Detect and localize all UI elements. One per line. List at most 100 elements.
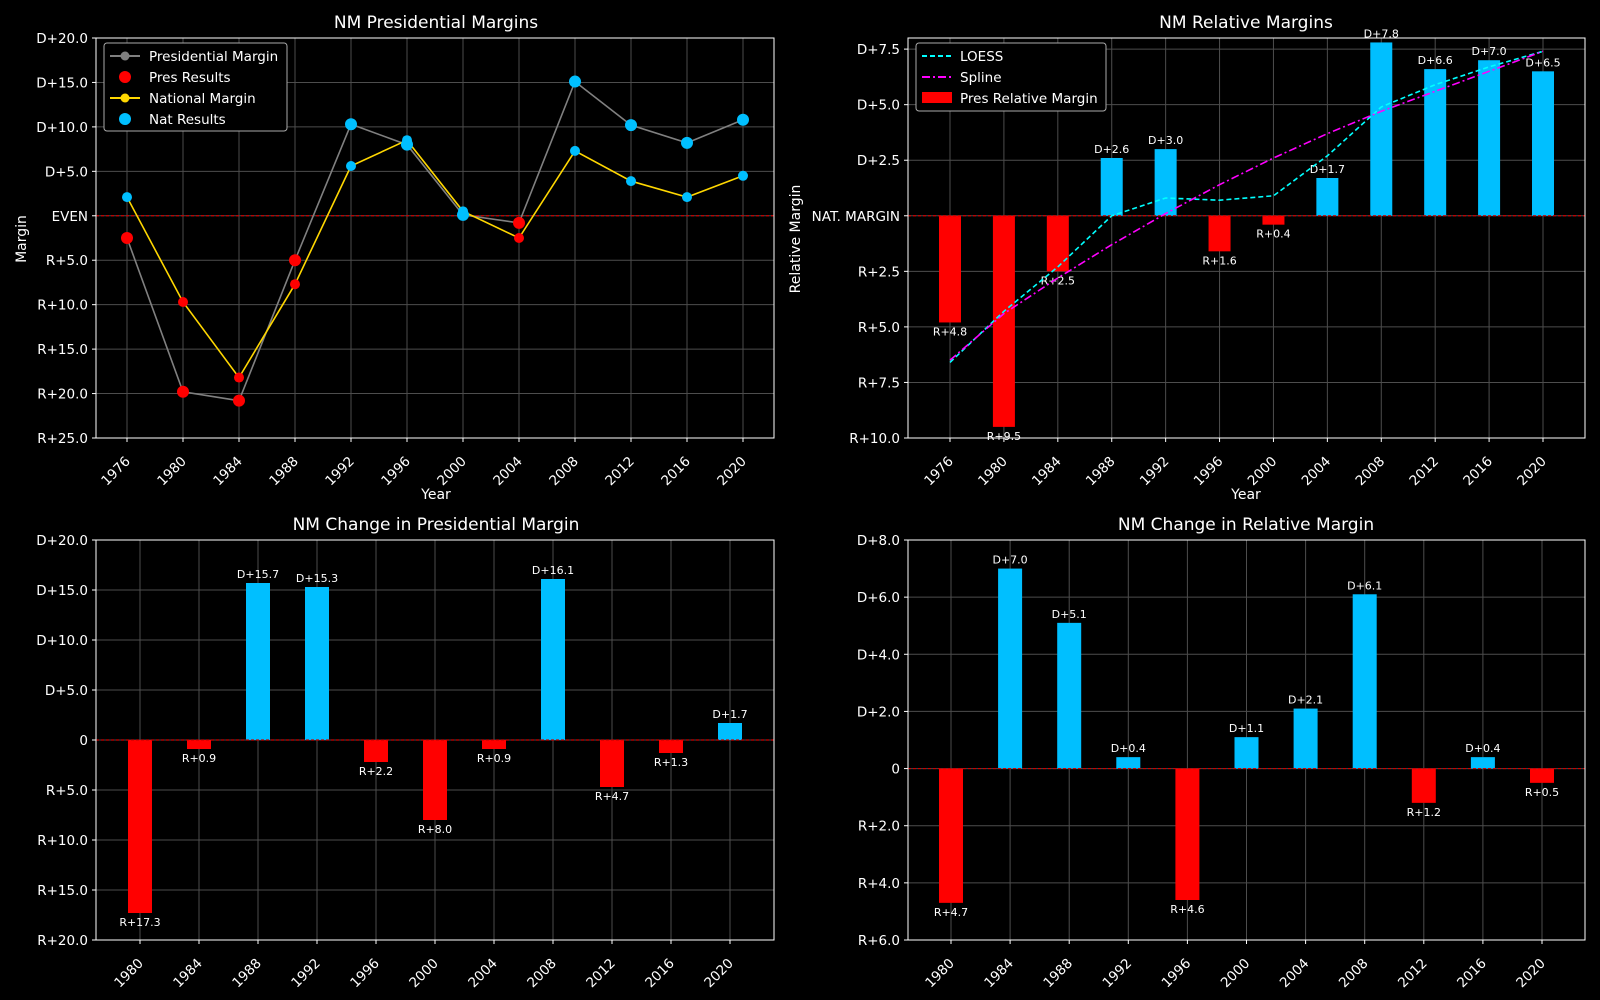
- bar: [1470, 757, 1495, 769]
- plot-frame: [95, 539, 775, 941]
- y-tick-label: R+2.0: [858, 819, 900, 835]
- legend-label: Pres Results: [149, 70, 231, 86]
- bar: [1530, 768, 1554, 783]
- nat-result-point: [738, 170, 748, 181]
- data-label: D+7.8: [1364, 27, 1399, 40]
- bar: [1175, 768, 1200, 900]
- data-label: D+7.0: [993, 554, 1028, 567]
- bar: [1424, 69, 1447, 216]
- bar: [1046, 215, 1069, 272]
- pres-result-point: [177, 385, 189, 398]
- y-tick-label: EVEN: [52, 209, 88, 225]
- y-tick-label: R+10.0: [37, 298, 88, 314]
- nat-result-point: [682, 192, 692, 203]
- bar: [1234, 737, 1259, 769]
- bar: [305, 587, 329, 740]
- data-label: D+1.7: [1310, 163, 1345, 176]
- y-tick-label: D+10.0: [36, 633, 88, 649]
- data-label: D+2.6: [1094, 143, 1129, 156]
- y-tick-label: D+20.0: [36, 31, 88, 47]
- legend-box: [103, 42, 288, 132]
- data-label: R+4.7: [595, 790, 629, 803]
- data-label: D+6.1: [1347, 579, 1382, 592]
- data-label: R+0.9: [182, 752, 216, 765]
- y-tick-label: D+6.0: [857, 590, 900, 606]
- nat-result-point: [178, 297, 188, 307]
- nat-result-point: [346, 161, 356, 171]
- bar: [364, 740, 388, 762]
- legend-marker-nat-margin: [120, 93, 130, 103]
- data-label: R+4.7: [934, 906, 968, 919]
- y-tick-label: NAT. MARGIN: [812, 209, 900, 225]
- data-label: D+15.3: [296, 572, 338, 585]
- nat-result-point: [290, 279, 300, 290]
- y-tick-label: R+25.0: [37, 431, 88, 447]
- y-tick-label: R+20.0: [37, 387, 88, 403]
- legend: LOESS Spline Pres Relative Margin: [915, 42, 1107, 112]
- data-label: R+0.4: [1256, 228, 1290, 241]
- y-tick-label: R+4.0: [858, 876, 900, 892]
- x-axis-label: Year: [420, 487, 451, 503]
- spline-curve: [949, 50, 1544, 361]
- data-label: R+4.6: [1170, 903, 1204, 916]
- bar: [541, 579, 565, 740]
- pres-result-point: [681, 136, 693, 149]
- bar: [659, 740, 683, 753]
- bar: [992, 215, 1015, 427]
- data-label: D+7.0: [1471, 45, 1506, 58]
- y-tick-label: D+4.0: [857, 647, 900, 663]
- y-tick-label: D+2.0: [857, 704, 900, 720]
- bar: [1532, 71, 1554, 216]
- nat-result-point: [514, 233, 524, 243]
- panel-pres-margins: NM Presidential Margins Year Margin D+20…: [14, 13, 775, 503]
- bar: [1208, 215, 1231, 252]
- bar: [1293, 708, 1318, 769]
- bar: [600, 740, 624, 787]
- nat-result-point: [122, 192, 132, 203]
- pres-result-point: [625, 119, 637, 132]
- data-label: R+2.2: [359, 765, 393, 778]
- nat-result-point: [626, 176, 636, 187]
- data-label: D+2.1: [1288, 694, 1323, 707]
- loess-curve: [949, 50, 1544, 363]
- legend-label: LOESS: [960, 49, 1003, 65]
- y-tick-label: R+7.5: [858, 375, 900, 391]
- y-tick-label: R+5.0: [46, 783, 88, 799]
- y-tick-label: R+5.0: [46, 253, 88, 269]
- pres-result-point: [233, 394, 245, 407]
- bar: [1352, 594, 1377, 769]
- nat-result-point: [570, 145, 580, 156]
- y-tick-label: D+7.5: [857, 42, 900, 58]
- plot-area: D+20.0 D+15.0 D+10.0 D+5.0 EVEN R+5.0 R+10.0 R+…: [36, 31, 775, 489]
- bar: [187, 740, 211, 749]
- plot-frame: [95, 37, 775, 439]
- plot-frame: [907, 37, 1586, 439]
- data-label: R+2.5: [1041, 274, 1075, 287]
- y-tick-label: D+5.0: [45, 164, 88, 180]
- data-label: R+1.3: [654, 756, 688, 769]
- legend-marker-pres-results: [119, 71, 131, 83]
- nat-result-point: [458, 206, 468, 217]
- y-tick-label: R+10.0: [849, 431, 900, 447]
- bar: [1057, 622, 1082, 769]
- data-label: D+0.4: [1111, 742, 1146, 755]
- legend-label: Presidential Margin: [149, 49, 278, 65]
- y-tick-label: D+5.0: [857, 98, 900, 114]
- legend-marker-pres-margin: [120, 51, 130, 61]
- y-tick-label: R+10.0: [37, 833, 88, 849]
- y-tick-label: R+15.0: [37, 883, 88, 899]
- y-tick-label: R+2.5: [858, 264, 900, 280]
- bar: [423, 740, 447, 820]
- bar: [1262, 215, 1285, 225]
- bar: [246, 583, 270, 740]
- y-tick-label: D+5.0: [45, 683, 88, 699]
- nat-result-point: [234, 372, 244, 383]
- data-label: D+0.4: [1465, 742, 1500, 755]
- y-tick-label: D+10.0: [36, 120, 88, 136]
- legend: Presidential Margin Pres Results Nationa…: [103, 42, 288, 132]
- chart-title: NM Relative Margins: [1159, 13, 1333, 33]
- pres-margin-line: [126, 80, 744, 402]
- data-label: D+6.5: [1525, 56, 1560, 69]
- data-label: D+1.1: [1229, 722, 1264, 735]
